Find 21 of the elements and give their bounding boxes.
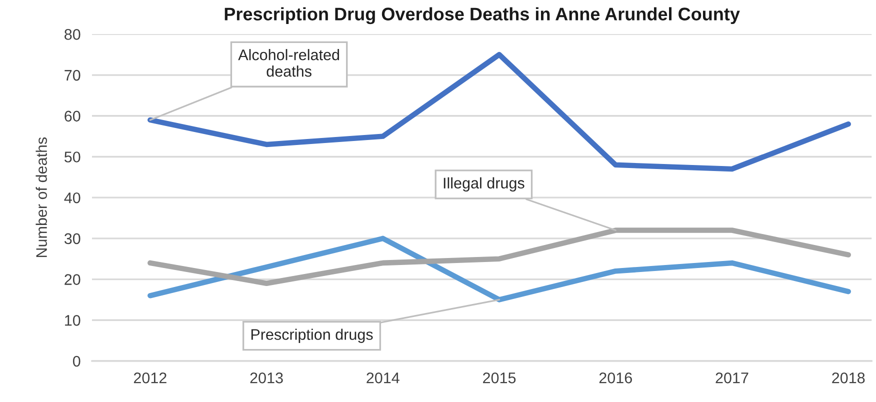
y-axis-title: Number of deaths	[36, 137, 47, 258]
x-tick-label: 2013	[250, 372, 283, 384]
y-tick-label: 40	[64, 192, 80, 204]
y-tick-label: 0	[72, 356, 80, 367]
annotation: Alcohol-related deaths	[238, 49, 340, 77]
y-tick-label: 10	[65, 315, 80, 326]
y-tick-label: 80	[64, 29, 80, 40]
x-tick-label: 2017	[716, 372, 748, 384]
y-tick-label: 20	[64, 274, 80, 285]
x-tick-label: 2015	[483, 372, 516, 384]
x-tick-label: 2012	[134, 372, 166, 384]
y-tick-label: 30	[64, 233, 80, 244]
chart-title: Prescription Drug Overdose Deaths in Anne Arundel County	[224, 7, 740, 24]
y-tick-label: 60	[64, 110, 80, 122]
x-tick-label: 2016	[599, 372, 632, 384]
y-tick-label: 70	[64, 70, 80, 81]
x-tick-label: 2014	[366, 372, 400, 384]
annotation: Prescription drugs	[251, 328, 373, 343]
x-tick-label: 2018	[832, 372, 865, 384]
y-tick-label: 50	[64, 152, 80, 162]
annotation: Illegal drugs	[444, 177, 524, 192]
